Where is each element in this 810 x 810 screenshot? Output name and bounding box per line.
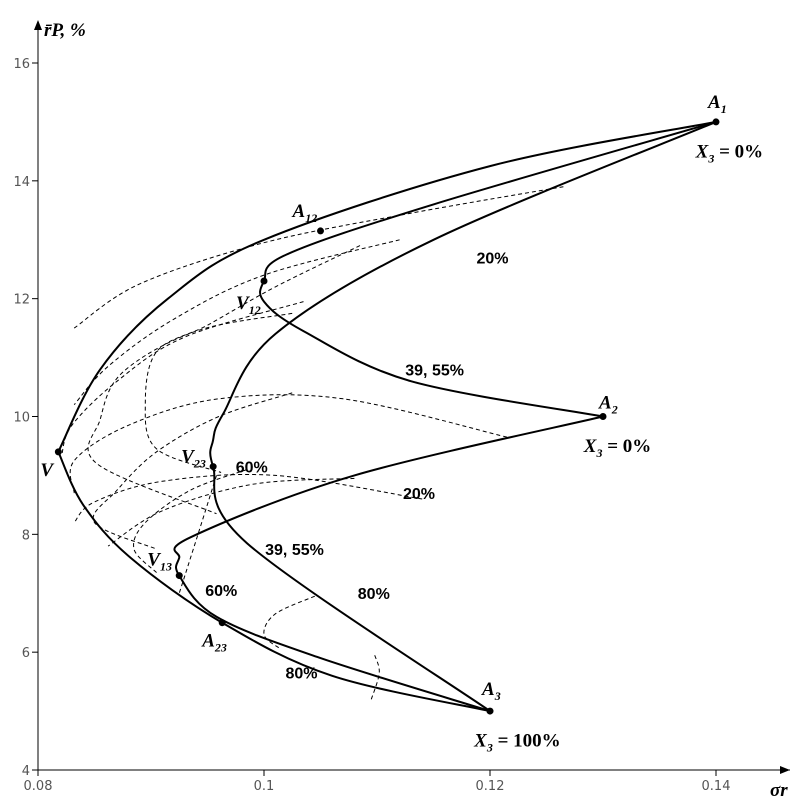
axes: 0.08 0.1 0.12 0.14 4 6 8 10 12 14 16 r̄P, % σr bbox=[13, 20, 790, 801]
annotation-x3-a2: X3 = 0% bbox=[583, 436, 652, 460]
point-label-V: V bbox=[40, 460, 54, 481]
x-axis-arrow-icon bbox=[780, 766, 790, 774]
annotation-pct-20-upper: 20% bbox=[476, 250, 508, 267]
point-label-A2: A2 bbox=[598, 393, 618, 417]
y-tick-label: 12 bbox=[13, 293, 30, 308]
y-tick-label: 14 bbox=[13, 175, 30, 190]
y-axis-title: r̄P, % bbox=[44, 20, 86, 41]
series-edge-a2-a3 bbox=[173, 415, 604, 713]
y-axis-arrow-icon bbox=[34, 20, 42, 30]
points bbox=[54, 118, 720, 715]
labels: A1 A2 A3 A12 A23 V V12 V23 V13 X3 = 0% X3 = 0% X3 =… bbox=[40, 92, 763, 755]
series-grid-j bbox=[133, 469, 248, 573]
series-outer-lower-boundary bbox=[57, 451, 491, 713]
series-grid-m bbox=[370, 654, 380, 700]
annotation-pct-60-upper: 60% bbox=[236, 459, 268, 476]
series-grid-d bbox=[69, 394, 508, 494]
series-outer-upper-boundary bbox=[57, 120, 717, 453]
point-label-A12: A12 bbox=[292, 201, 318, 225]
annotation-x3-a3: X3 = 100% bbox=[473, 730, 561, 754]
point-V12 bbox=[260, 277, 268, 285]
point-label-A23: A23 bbox=[201, 631, 227, 655]
series-grid-f bbox=[107, 477, 355, 547]
series-grid-c bbox=[61, 301, 304, 455]
point-V23 bbox=[209, 463, 217, 471]
annotation-pct-3955-upper: 39, 55% bbox=[405, 362, 464, 379]
point-label-A3: A3 bbox=[481, 679, 501, 703]
series-grid-h bbox=[87, 312, 293, 515]
y-tick-label: 8 bbox=[22, 528, 30, 543]
point-V13 bbox=[175, 572, 183, 580]
series-grid-g bbox=[144, 245, 361, 473]
point-label-V23: V23 bbox=[181, 447, 206, 471]
series-grid-b bbox=[73, 239, 400, 406]
x-tick-label: 0.12 bbox=[476, 779, 505, 794]
point-A3 bbox=[486, 707, 494, 715]
y-tick-label: 4 bbox=[22, 764, 30, 779]
y-tick-label: 16 bbox=[13, 57, 30, 72]
annotation-pct-80-upper: 80% bbox=[358, 586, 390, 603]
series-grid-e bbox=[73, 473, 423, 523]
point-label-V13: V13 bbox=[147, 550, 172, 574]
annotation-pct-60-lower: 60% bbox=[205, 583, 237, 600]
point-label-A1: A1 bbox=[707, 92, 727, 116]
point-A1 bbox=[712, 118, 720, 126]
point-label-V12: V12 bbox=[236, 293, 261, 317]
series-edge-a1-a3 bbox=[209, 120, 717, 712]
y-tick-label: 6 bbox=[22, 646, 30, 661]
point-V bbox=[54, 448, 62, 456]
series-grid-k bbox=[178, 475, 217, 594]
x-tick-label: 0.08 bbox=[24, 779, 53, 794]
y-tick-label: 10 bbox=[13, 411, 30, 426]
series-grid-a bbox=[73, 186, 564, 329]
annotation-pct-20-lower: 20% bbox=[403, 486, 435, 503]
series-grid-l bbox=[263, 595, 316, 650]
annotation-pct-80-lower: 80% bbox=[285, 666, 317, 683]
annotation-x3-a1: X3 = 0% bbox=[695, 141, 764, 165]
point-A2 bbox=[599, 413, 607, 420]
point-A23 bbox=[218, 619, 226, 627]
solid-boundary-curves bbox=[57, 120, 717, 713]
annotation-pct-3955-lower: 39, 55% bbox=[265, 542, 324, 559]
x-tick-label: 0.14 bbox=[702, 779, 731, 794]
point-A12 bbox=[317, 227, 324, 235]
x-tick-label: 0.1 bbox=[254, 779, 275, 794]
x-axis-title: σr bbox=[770, 780, 788, 801]
